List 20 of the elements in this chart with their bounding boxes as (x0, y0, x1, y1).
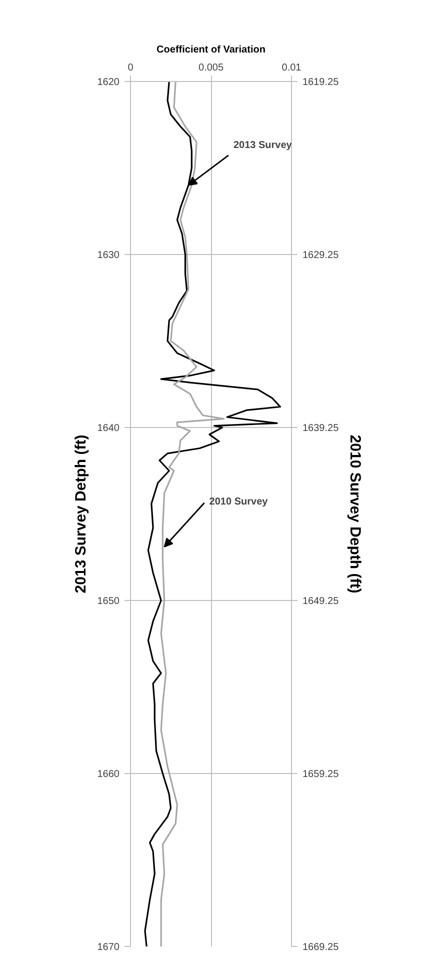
y-tick-label: 1630 (97, 250, 120, 261)
x-axis-title: Coefficient of Variation (156, 44, 266, 56)
y2-tick-label: 1649.25 (302, 596, 340, 607)
annotation: 2013 Survey (233, 140, 292, 151)
y-tick-label: 1640 (97, 423, 120, 434)
x-tick-label: 0 (128, 62, 134, 74)
y2-tick-label: 1619.25 (302, 77, 340, 88)
y2-tick-label: 1669.25 (302, 942, 340, 953)
y2-tick-label: 1629.25 (302, 250, 340, 261)
y2-axis-title: 2010 Survey Depth (ft) (346, 434, 364, 594)
annotation: 2010 Survey (209, 496, 268, 508)
y-axis-title: 2013 Survey Detph (ft) (72, 434, 90, 594)
y2-tick-label: 1639.25 (302, 423, 340, 434)
y-tick-label: 1670 (97, 942, 120, 953)
x-tick-label: 0.01 (282, 62, 302, 74)
y-tick-label: 1620 (97, 77, 120, 88)
y2-tick-label: 1659.25 (302, 769, 340, 780)
x-tick-label: 0.005 (198, 62, 224, 74)
y-tick-label: 1650 (97, 596, 120, 607)
y-tick-label: 1660 (97, 769, 120, 780)
